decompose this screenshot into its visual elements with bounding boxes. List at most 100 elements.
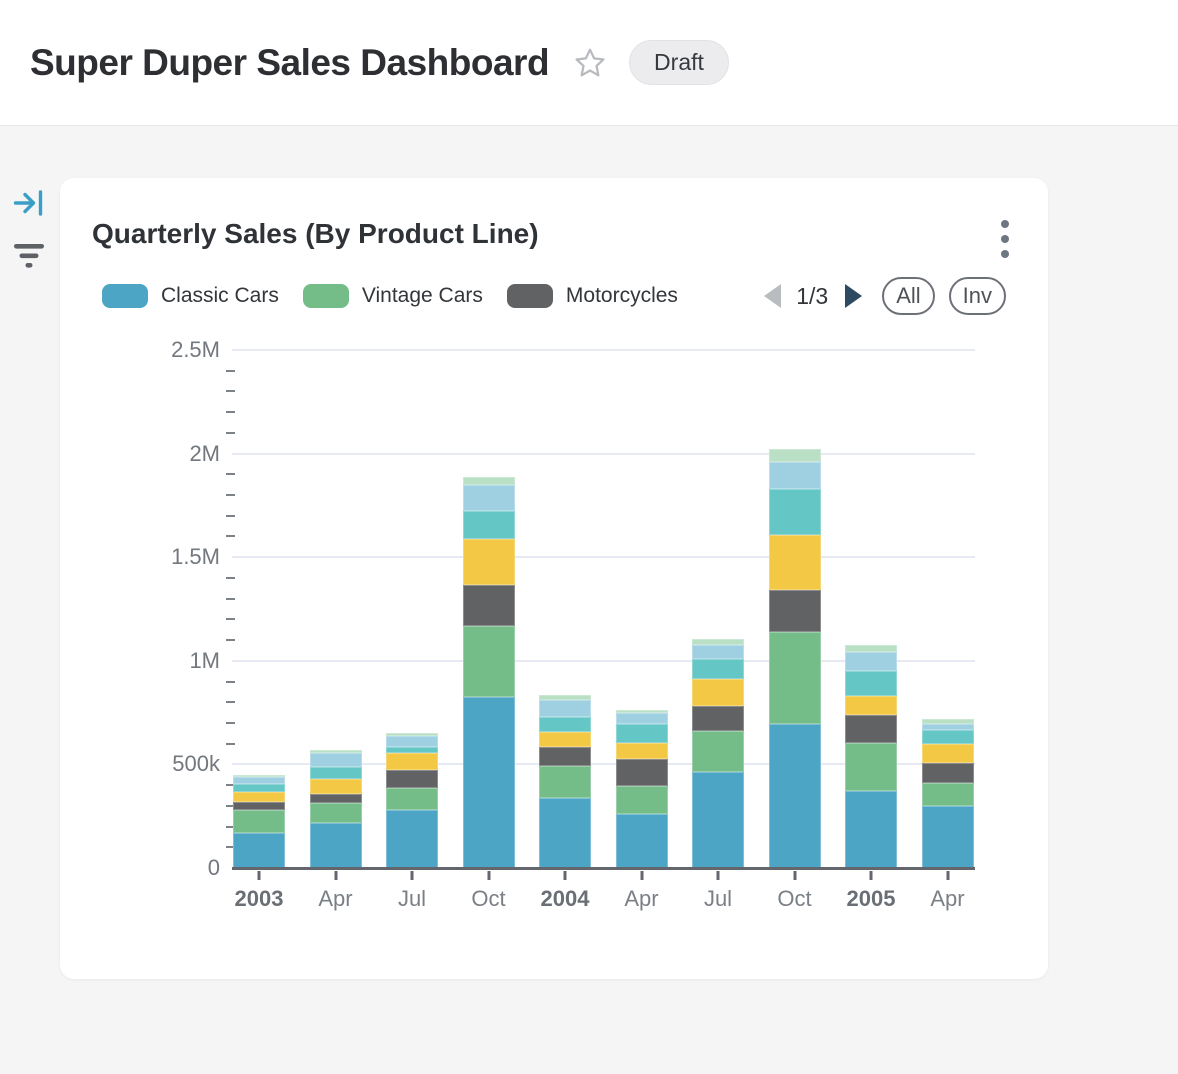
bar-segment[interactable]: [768, 462, 821, 490]
bar-jul-6[interactable]: [692, 639, 744, 868]
bar-segment[interactable]: [921, 719, 974, 725]
bar-segment[interactable]: [309, 753, 362, 767]
bar-segment[interactable]: [921, 782, 974, 807]
bar-segment[interactable]: [615, 759, 668, 786]
bar-segment[interactable]: [921, 744, 974, 763]
bar-2003-0[interactable]: [233, 774, 285, 868]
bar-segment[interactable]: [309, 778, 362, 795]
bar-segment[interactable]: [309, 766, 362, 779]
bar-2004-4[interactable]: [539, 694, 591, 868]
bar-segment[interactable]: [386, 747, 438, 753]
bar-segment[interactable]: [615, 785, 668, 814]
x-axis-label: Oct: [777, 886, 812, 911]
bar-segment[interactable]: [386, 770, 438, 789]
legend-item[interactable]: Vintage Cars: [302, 284, 483, 308]
bar-apr-1[interactable]: [309, 750, 362, 868]
bar-segment[interactable]: [845, 791, 897, 868]
bar-segment[interactable]: [386, 752, 438, 771]
bar-segment[interactable]: [386, 810, 438, 868]
bar-segment[interactable]: [615, 813, 668, 868]
bar-2005-8[interactable]: [845, 644, 897, 868]
bar-segment[interactable]: [233, 783, 285, 792]
bar-segment[interactable]: [539, 747, 591, 766]
bar-apr-5[interactable]: [615, 709, 668, 868]
bar-segment[interactable]: [692, 639, 744, 645]
bar-segment[interactable]: [233, 810, 285, 833]
bar-segment[interactable]: [462, 584, 515, 626]
bar-segment[interactable]: [921, 762, 974, 783]
card-menu-icon[interactable]: [998, 220, 1012, 258]
bar-segment[interactable]: [462, 476, 515, 486]
bar-oct-3[interactable]: [462, 476, 515, 868]
bar-segment[interactable]: [845, 714, 897, 743]
bar-segment[interactable]: [768, 589, 821, 633]
bar-segment[interactable]: [768, 448, 821, 463]
bar-segment[interactable]: [309, 794, 362, 803]
bar-segment[interactable]: [768, 489, 821, 535]
x-axis-tick: [793, 871, 796, 880]
bar-segment[interactable]: [539, 700, 591, 718]
bar-segment[interactable]: [692, 644, 744, 660]
bar-oct-7[interactable]: [768, 448, 821, 868]
bar-segment[interactable]: [462, 625, 515, 697]
legend-next-icon[interactable]: [845, 284, 863, 308]
bar-segment[interactable]: [309, 750, 362, 754]
bar-segment[interactable]: [462, 538, 515, 585]
y-axis-minor-tick: [226, 431, 235, 434]
favorite-star-icon[interactable]: [573, 46, 607, 80]
y-axis-minor-tick: [226, 514, 235, 517]
bar-segment[interactable]: [768, 723, 821, 868]
bar-segment[interactable]: [921, 724, 974, 731]
collapse-panel-icon[interactable]: [13, 188, 46, 223]
y-axis-minor-tick: [226, 369, 235, 372]
bar-segment[interactable]: [692, 771, 744, 868]
bar-segment[interactable]: [615, 742, 668, 760]
bar-segment[interactable]: [845, 644, 897, 652]
bar-segment[interactable]: [539, 694, 591, 701]
bar-segment[interactable]: [233, 774, 285, 777]
bar-segment[interactable]: [615, 709, 668, 714]
bar-segment[interactable]: [845, 696, 897, 715]
bar-segment[interactable]: [845, 670, 897, 697]
legend-inverse-button[interactable]: Inv: [948, 277, 1006, 315]
y-axis-minor-tick: [226, 721, 235, 724]
bar-segment[interactable]: [768, 534, 821, 590]
bar-segment[interactable]: [539, 717, 591, 732]
bar-segment[interactable]: [692, 705, 744, 732]
bar-segment[interactable]: [386, 732, 438, 737]
legend-item[interactable]: Motorcycles: [506, 284, 678, 308]
bar-segment[interactable]: [539, 798, 591, 868]
bar-segment[interactable]: [233, 791, 285, 802]
bar-segment[interactable]: [845, 651, 897, 671]
legend-prev-icon[interactable]: [764, 284, 782, 308]
bar-segment[interactable]: [386, 736, 438, 748]
legend-all-button[interactable]: All: [882, 277, 935, 315]
bar-segment[interactable]: [233, 832, 285, 868]
filter-icon[interactable]: [12, 240, 46, 277]
bar-segment[interactable]: [921, 806, 974, 868]
bar-segment[interactable]: [233, 801, 285, 810]
bar-segment[interactable]: [692, 679, 744, 706]
bar-segment[interactable]: [921, 730, 974, 745]
y-axis-tick-label: 2.5M: [171, 337, 220, 362]
bar-apr-9[interactable]: [921, 719, 974, 868]
bar-segment[interactable]: [233, 776, 285, 784]
bar-segment[interactable]: [386, 788, 438, 811]
bar-segment[interactable]: [768, 632, 821, 724]
y-axis-tick-label: 1M: [189, 647, 220, 673]
bar-segment[interactable]: [615, 713, 668, 724]
bar-segment[interactable]: [615, 723, 668, 743]
y-axis-tick-label: 1.5M: [171, 544, 220, 570]
bar-segment[interactable]: [845, 742, 897, 792]
bar-jul-2[interactable]: [386, 732, 438, 868]
bar-segment[interactable]: [539, 731, 591, 748]
bar-segment[interactable]: [539, 765, 591, 799]
bar-segment[interactable]: [692, 731, 744, 772]
bar-segment[interactable]: [309, 802, 362, 824]
bar-segment[interactable]: [692, 659, 744, 680]
bar-segment[interactable]: [462, 696, 515, 868]
legend-item[interactable]: Classic Cars: [102, 284, 279, 308]
bar-segment[interactable]: [462, 511, 515, 539]
bar-segment[interactable]: [309, 823, 362, 868]
bar-segment[interactable]: [462, 485, 515, 512]
